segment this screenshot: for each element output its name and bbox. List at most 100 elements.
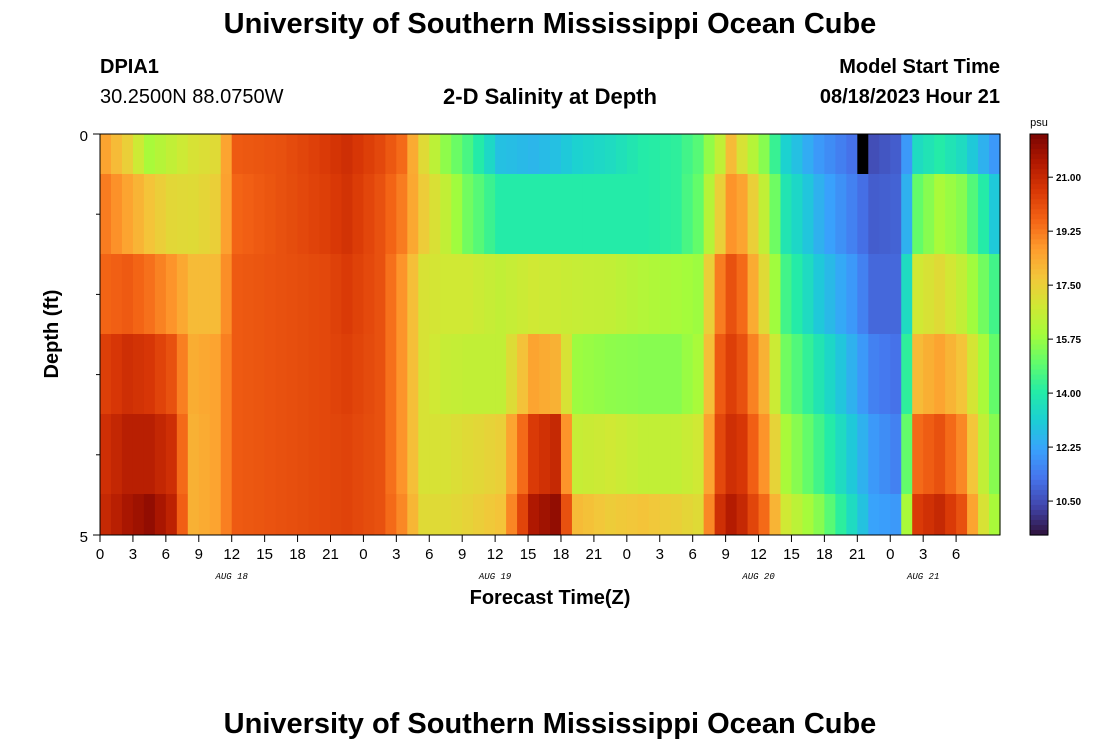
heatmap-cell [989,494,1001,535]
heatmap-cell [407,254,419,334]
heatmap-cell [593,494,606,535]
heatmap-cell [374,334,386,414]
x-tick-label: 0 [623,546,631,563]
colorbar-band [1030,474,1048,481]
heatmap-cell [319,174,332,254]
colorbar-band [1030,454,1048,461]
heatmap-cell [297,334,310,414]
heatmap-cell [165,174,178,254]
heatmap-cell [528,334,540,414]
heatmap-cell [330,254,343,334]
x-date-label: AUG 19 [478,572,512,582]
colorbar-band [1030,439,1048,446]
heatmap-cell [670,334,683,414]
heatmap-cell [758,254,771,334]
heatmap-cell [374,494,386,535]
heatmap-cell [879,174,891,254]
heatmap-cell [143,334,156,414]
heatmap-cell [714,174,727,254]
heatmap-cell [330,414,343,494]
heatmap-cell [912,414,924,494]
heatmap-cell [484,334,496,414]
heatmap-cell [890,134,902,174]
colorbar-band [1030,449,1048,456]
x-tick-label: 15 [520,546,537,563]
heatmap-cell [286,334,299,414]
heatmap-cell [659,174,672,254]
heatmap-cell [341,334,354,414]
heatmap-cell [352,134,365,174]
heatmap-cell [846,414,858,494]
heatmap-cell [945,334,957,414]
heatmap-cell [462,174,474,254]
heatmap-cell [341,414,354,494]
colorbar-band [1030,459,1048,466]
heatmap-cell [220,414,233,494]
heatmap-cell [275,254,288,334]
heatmap-cell [220,174,233,254]
colorbar: psu 21.00 19.25 17.50 15.75 14.00 12.25 10.50 [1029,117,1081,536]
heatmap-cell [593,334,606,414]
heatmap-cell [846,494,858,535]
heatmap-cell [264,174,277,254]
colorbar-band [1030,134,1048,140]
heatmap-cell [747,334,760,414]
heatmap-cell [385,334,397,414]
heatmap-cell [154,494,167,535]
x-tick-label: 9 [195,546,203,563]
heatmap-cell [429,134,441,174]
heatmap-cell [802,254,815,334]
heatmap-cell [528,134,540,174]
heatmap-cell [934,174,946,254]
heatmap-cell [670,174,683,254]
heatmap-cell [725,334,738,414]
heatmap-cell [714,414,727,494]
heatmap-cell [440,174,452,254]
heatmap-cell [901,174,913,254]
heatmap-cell [681,134,694,174]
heatmap-cell [615,174,628,254]
heatmap-cell [253,414,266,494]
heatmap-cell [374,174,386,254]
heatmap-cell [857,494,869,535]
heatmap-cell [473,254,485,334]
colorbar-band [1030,479,1048,486]
heatmap-cell [692,174,705,254]
heatmap-cell [506,174,518,254]
x-tick-label: 9 [458,546,466,563]
heatmap-cell [176,134,189,174]
colorbar-band [1030,224,1048,230]
y-tick-label: 5 [80,529,88,546]
colorbar-band [1030,319,1048,326]
heatmap-cell [539,494,551,535]
x-tick-label: 12 [223,546,240,563]
heatmap-cell [363,334,375,414]
heatmap-cell [571,254,584,334]
heatmap-cell [418,334,430,414]
heatmap-cell [736,414,749,494]
heatmap-cell [396,254,408,334]
heatmap-cell [132,134,145,174]
heatmap-cell [550,334,562,414]
heatmap-cell [648,174,661,254]
heatmap-cell [242,134,255,174]
heatmap-cell [637,494,650,535]
heatmap-cell [604,174,617,254]
heatmap-cell [187,134,200,174]
colorbar-tick-label: 12.25 [1056,443,1081,454]
station-id: DPIA1 [100,56,159,78]
heatmap-cell [758,414,771,494]
heatmap-cell [571,334,584,414]
colorbar-band [1030,244,1048,250]
colorbar-band [1030,324,1048,331]
heatmap-cell [637,134,650,174]
heatmap-cell [725,414,738,494]
x-axis-label: Forecast Time(Z) [470,587,631,609]
heatmap-cell [440,494,452,535]
colorbar-band [1030,274,1048,280]
heatmap-cell [626,334,639,414]
heatmap-cell [297,414,310,494]
heatmap-cell [451,414,463,494]
heatmap-cell [473,174,485,254]
